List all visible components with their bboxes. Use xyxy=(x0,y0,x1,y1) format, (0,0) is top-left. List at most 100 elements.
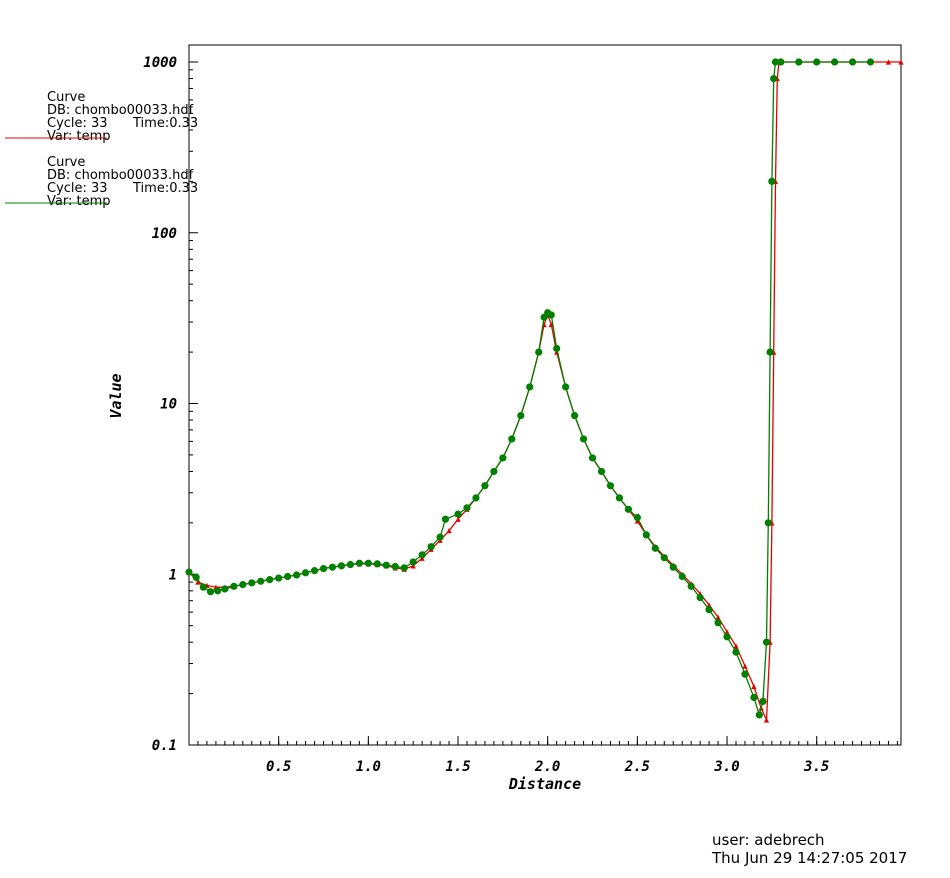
data-point xyxy=(517,411,525,420)
y-tick-label: 100 xyxy=(152,226,177,242)
data-point xyxy=(319,564,328,573)
x-tick-label: 1.0 xyxy=(356,759,381,775)
data-point xyxy=(499,454,507,462)
data-point xyxy=(771,58,780,66)
x-tick-label: 1.5 xyxy=(445,759,470,775)
minor-ticks xyxy=(189,69,898,745)
data-point xyxy=(741,670,749,678)
y-tick-label: 10 xyxy=(160,397,177,413)
data-point xyxy=(373,560,381,568)
x-tick-label: 2.0 xyxy=(534,759,560,775)
legend-1-cycle: Cycle: 33 xyxy=(47,116,108,131)
data-point xyxy=(230,582,238,590)
plot-frame xyxy=(188,44,902,746)
data-point xyxy=(391,562,399,571)
data-point xyxy=(446,528,452,534)
data-point xyxy=(562,383,570,391)
series-1-line xyxy=(188,61,901,721)
data-point xyxy=(742,663,748,669)
data-point xyxy=(733,643,739,649)
legend-2-db: DB: chombo00033.hdf xyxy=(47,168,194,183)
data-point xyxy=(310,567,319,575)
data-point xyxy=(597,467,606,476)
data-point xyxy=(660,554,668,562)
footer-date: Thu Jun 29 14:27:05 2017 xyxy=(711,849,907,867)
data-point xyxy=(642,531,650,539)
data-point xyxy=(723,633,731,641)
data-point xyxy=(526,383,534,391)
major-ticks xyxy=(189,61,818,746)
data-point xyxy=(508,435,516,443)
data-point xyxy=(284,572,292,581)
data-point xyxy=(418,551,426,559)
data-point xyxy=(409,558,417,566)
data-point xyxy=(764,519,772,527)
data-point xyxy=(866,58,875,66)
data-point xyxy=(606,482,615,490)
y-axis-title: Value xyxy=(107,373,125,418)
data-point xyxy=(214,587,222,595)
data-point xyxy=(436,533,444,541)
data-point xyxy=(301,569,310,577)
y-tick-label: 0.1 xyxy=(152,738,177,754)
data-point xyxy=(547,311,555,319)
legend-2-time: Time:0.33 xyxy=(132,181,198,196)
data-point xyxy=(768,177,776,185)
data-point xyxy=(441,515,450,523)
data-point xyxy=(898,59,904,65)
data-point xyxy=(192,573,200,581)
data-point xyxy=(293,571,301,579)
data-point xyxy=(195,579,201,585)
x-tick-label: 3.5 xyxy=(803,759,829,775)
footer-user: user: adebrech xyxy=(712,831,825,849)
data-point xyxy=(328,563,337,571)
data-point xyxy=(633,513,641,522)
data-point xyxy=(766,348,774,356)
data-point xyxy=(715,614,721,620)
data-point xyxy=(669,563,677,571)
legend-1-var: Var: temp xyxy=(47,129,111,144)
y-tick-labels: 0.1 1 10 100 1000 xyxy=(143,55,177,754)
data-point xyxy=(553,344,561,353)
legend-entry-1: Curve DB: chombo00033.hdf Cycle: 33 Time… xyxy=(5,90,198,144)
data-point xyxy=(770,74,778,83)
legend-1-time: Time:0.33 xyxy=(132,116,198,131)
data-point xyxy=(364,559,372,567)
data-point xyxy=(454,510,462,518)
data-point xyxy=(275,574,283,582)
data-point xyxy=(885,59,892,65)
data-point xyxy=(777,58,785,66)
data-point xyxy=(472,494,480,502)
data-point xyxy=(763,717,770,723)
data-point xyxy=(382,561,390,569)
data-point xyxy=(266,576,274,584)
data-point xyxy=(762,638,771,646)
data-point xyxy=(346,560,355,569)
data-point xyxy=(239,580,247,589)
data-point xyxy=(751,683,757,690)
data-point xyxy=(624,505,632,513)
legend-2-title: Curve xyxy=(47,155,85,170)
data-point xyxy=(813,58,821,66)
x-tick-label: 0.5 xyxy=(266,759,291,775)
x-tick-labels: 0.5 1.0 1.5 2.0 2.5 3.0 3.5 xyxy=(266,759,829,775)
data-point xyxy=(410,563,416,569)
data-point xyxy=(570,411,579,420)
series-1 xyxy=(186,59,904,723)
data-point xyxy=(221,585,229,593)
legend-1-title: Curve xyxy=(47,90,85,105)
data-point xyxy=(481,482,489,490)
data-point xyxy=(535,348,543,356)
data-point xyxy=(795,58,803,66)
data-point xyxy=(206,588,215,596)
data-point xyxy=(579,435,588,443)
data-point xyxy=(427,543,435,551)
data-point xyxy=(714,619,722,627)
data-point xyxy=(463,504,471,512)
data-point xyxy=(848,58,857,66)
data-point xyxy=(615,494,624,502)
data-point xyxy=(755,711,763,719)
x-axis-title: Distance xyxy=(508,775,581,793)
data-point xyxy=(831,58,839,66)
